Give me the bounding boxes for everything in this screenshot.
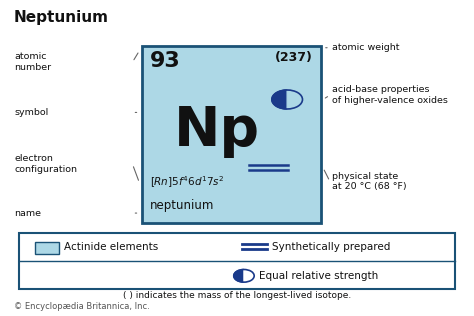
Text: (237): (237) [274,52,312,64]
Bar [18,233,456,289]
Text: © Encyclopædia Britannica, Inc.: © Encyclopædia Britannica, Inc. [14,302,150,311]
Polygon shape [244,270,254,282]
Polygon shape [287,90,302,109]
Polygon shape [234,270,244,282]
Text: acid-base properties
of higher-valence oxides: acid-base properties of higher-valence o… [332,86,448,105]
Text: neptunium: neptunium [150,199,215,212]
Text: physical state
at 20 °C (68 °F): physical state at 20 °C (68 °F) [332,172,407,191]
Text: Np: Np [174,104,260,158]
Bar [142,46,320,223]
Text: 93: 93 [150,52,181,71]
Text: symbol: symbol [14,108,48,117]
Text: Equal relative strength: Equal relative strength [259,271,379,281]
Text: electron
configuration: electron configuration [14,155,77,174]
Text: atomic weight: atomic weight [332,43,400,52]
Text: ( ) indicates the mass of the longest-lived isotope.: ( ) indicates the mass of the longest-li… [123,291,351,300]
Text: Actinide elements: Actinide elements [64,242,158,252]
Text: $\mathit{[Rn]5f^46d^17s^2}$: $\mathit{[Rn]5f^46d^17s^2}$ [150,174,225,190]
Text: Neptunium: Neptunium [14,10,109,25]
Text: name: name [14,209,41,218]
Text: Synthetically prepared: Synthetically prepared [272,242,390,252]
Bar [35,242,59,254]
Text: atomic
number: atomic number [14,52,51,72]
Polygon shape [272,90,287,109]
